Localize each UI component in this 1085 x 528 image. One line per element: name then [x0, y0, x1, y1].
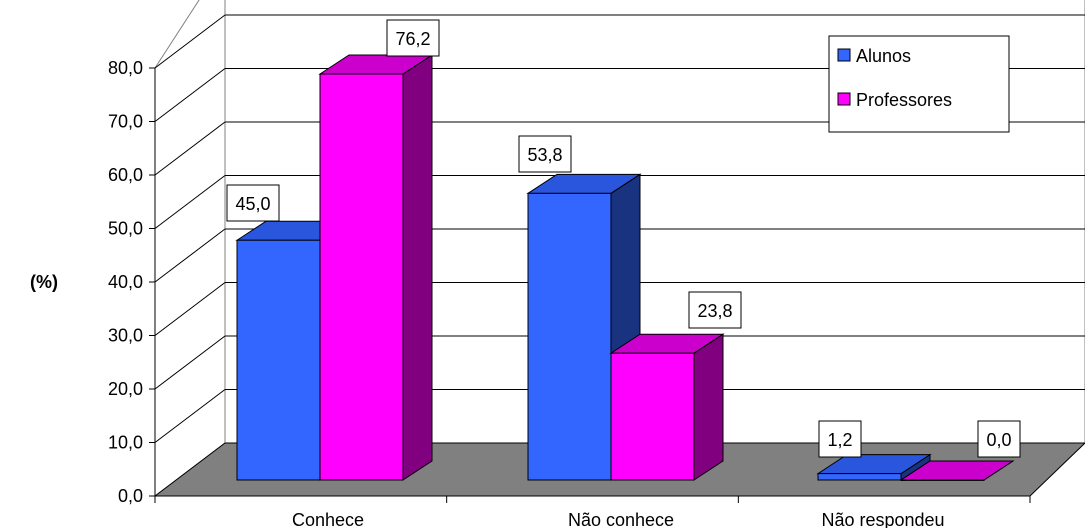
bar — [899, 460, 1015, 481]
data-label: 76,2 — [386, 19, 440, 57]
legend-label: Alunos — [856, 46, 911, 66]
legend-swatch — [837, 92, 851, 106]
data-label: 53,8 — [518, 135, 572, 173]
category-label: Não conhece — [568, 510, 674, 528]
y-tick-label: 0,0 — [118, 486, 143, 506]
y-tick-label: 20,0 — [108, 379, 143, 399]
data-label-text: 0,0 — [986, 430, 1011, 450]
y-tick-label: 50,0 — [108, 219, 143, 239]
legend-item: Professores — [837, 90, 952, 110]
bar-front — [610, 352, 695, 481]
data-label-text: 76,2 — [395, 29, 430, 49]
data-label: 0,0 — [977, 420, 1021, 458]
data-label-box — [977, 420, 1021, 458]
legend-box — [828, 35, 1010, 133]
gridline-side — [154, 282, 226, 336]
gridline-side — [154, 121, 226, 176]
bar-front — [236, 239, 321, 481]
gridline-side — [154, 228, 226, 283]
data-label-text: 23,8 — [697, 301, 732, 321]
data-labels: 45,0 76,2 53,8 23,8 1,2 0,0 — [226, 19, 1021, 458]
data-label-text: 45,0 — [235, 194, 270, 214]
y-tick-label: 80,0 — [108, 58, 143, 78]
category-label: Não respondeu — [821, 510, 944, 528]
bar — [318, 54, 434, 481]
bar — [816, 453, 932, 481]
bar-front — [319, 73, 404, 481]
data-label-text: 53,8 — [527, 145, 562, 165]
legend: Alunos Professores — [828, 35, 1010, 133]
y-axis-label: (%) — [30, 272, 58, 292]
bars — [235, 54, 1015, 481]
legend-item: Alunos — [837, 46, 911, 66]
y-tick-label: 70,0 — [108, 112, 143, 132]
side-wall — [154, 0, 226, 498]
bar — [609, 333, 725, 481]
bar-front — [900, 479, 985, 481]
y-tick-labels: 0,0 10,0 20,0 30,0 40,0 50,0 60,0 70,0 80,0 — [108, 58, 143, 506]
bar-side — [402, 54, 433, 481]
gridline-side — [154, 14, 226, 69]
category-labels: Conhece Não conhece Não respondeu — [292, 510, 945, 528]
category-label: Conhece — [292, 510, 364, 528]
bar-front — [817, 473, 902, 481]
gridline-side — [154, 175, 226, 229]
bar — [526, 173, 642, 481]
legend-label: Professores — [856, 90, 952, 110]
data-label-text: 1,2 — [827, 430, 852, 450]
data-label-box — [688, 291, 742, 329]
y-tick-label: 40,0 — [108, 272, 143, 292]
data-label-box — [226, 184, 280, 222]
y-tick-label: 10,0 — [108, 433, 143, 453]
data-label-box — [518, 135, 572, 173]
data-label: 1,2 — [818, 420, 862, 458]
y-tick-label: 60,0 — [108, 165, 143, 185]
axes — [149, 67, 1031, 503]
gridline-side — [154, 68, 226, 122]
data-label-box — [818, 420, 862, 458]
gridline-side — [154, 389, 226, 443]
legend-swatch — [837, 48, 851, 62]
data-label-box — [386, 19, 440, 57]
bar-front — [527, 192, 612, 481]
bar-side — [693, 333, 724, 481]
y-tick-label: 30,0 — [108, 326, 143, 346]
data-label: 45,0 — [226, 184, 280, 222]
gridline-side — [154, 335, 226, 390]
data-label: 23,8 — [688, 291, 742, 329]
